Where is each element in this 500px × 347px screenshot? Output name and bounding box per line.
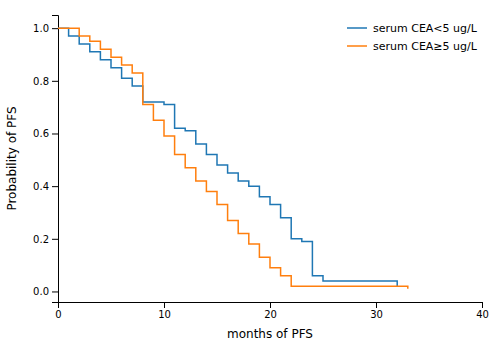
series-line [58, 28, 397, 286]
tick-mark [164, 302, 165, 308]
tick-mark [52, 81, 58, 82]
tick-label: 0.2 [33, 234, 49, 245]
series-line [58, 28, 408, 289]
tick: 40 [476, 302, 489, 320]
tick-label: 10 [158, 309, 171, 320]
legend-item: serum CEA<5 ug/L [347, 22, 478, 35]
tick: 0.4 [33, 181, 58, 192]
tick: 0.6 [33, 128, 58, 139]
tick: 10 [158, 302, 171, 320]
legend: serum CEA<5 ug/L serum CEA≥5 ug/L [347, 22, 478, 53]
tick-label: 0.8 [33, 76, 49, 87]
tick-label: 1.0 [33, 23, 49, 34]
legend-label: serum CEA<5 ug/L [373, 22, 478, 35]
tick-label: 40 [476, 309, 489, 320]
tick-label: 0.4 [33, 181, 49, 192]
y-axis-title: Probability of PFS [5, 106, 19, 210]
legend-item: serum CEA≥5 ug/L [347, 40, 478, 53]
x-axis: 0 10 20 30 40 [55, 302, 489, 320]
legend-label: serum CEA≥5 ug/L [373, 40, 478, 53]
tick-mark [270, 302, 271, 308]
tick-mark [52, 239, 58, 240]
tick-mark [376, 302, 377, 308]
tick: 0.0 [33, 286, 58, 297]
x-axis-line [59, 303, 483, 309]
legend-swatch [347, 27, 367, 29]
tick-label: 0.0 [33, 286, 49, 297]
tick: 0 [55, 302, 61, 320]
tick-mark [52, 291, 58, 292]
chart: 0 10 20 30 40 0.0 0.2 0.4 0.6 0.8 1.0 months of PFS… [0, 0, 500, 347]
tick-label: 0.6 [33, 128, 49, 139]
tick-mark [482, 302, 483, 308]
tick-label: 0 [55, 309, 61, 320]
y-axis: 0.0 0.2 0.4 0.6 0.8 1.0 [33, 16, 58, 303]
tick: 20 [264, 302, 277, 320]
y-axis-line [52, 16, 59, 303]
tick-mark [52, 28, 58, 29]
tick-label: 20 [264, 309, 277, 320]
tick-label: 30 [370, 309, 383, 320]
x-axis-title: months of PFS [227, 327, 313, 341]
tick-mark [52, 186, 58, 187]
tick: 0.2 [33, 234, 58, 245]
legend-swatch [347, 45, 367, 47]
plot-area: 0 10 20 30 40 0.0 0.2 0.4 0.6 0.8 1.0 months of PFS… [5, 16, 489, 342]
tick: 1.0 [33, 23, 58, 34]
tick-mark [52, 133, 58, 134]
series-group [58, 28, 408, 289]
tick: 0.8 [33, 76, 58, 87]
tick: 30 [370, 302, 383, 320]
